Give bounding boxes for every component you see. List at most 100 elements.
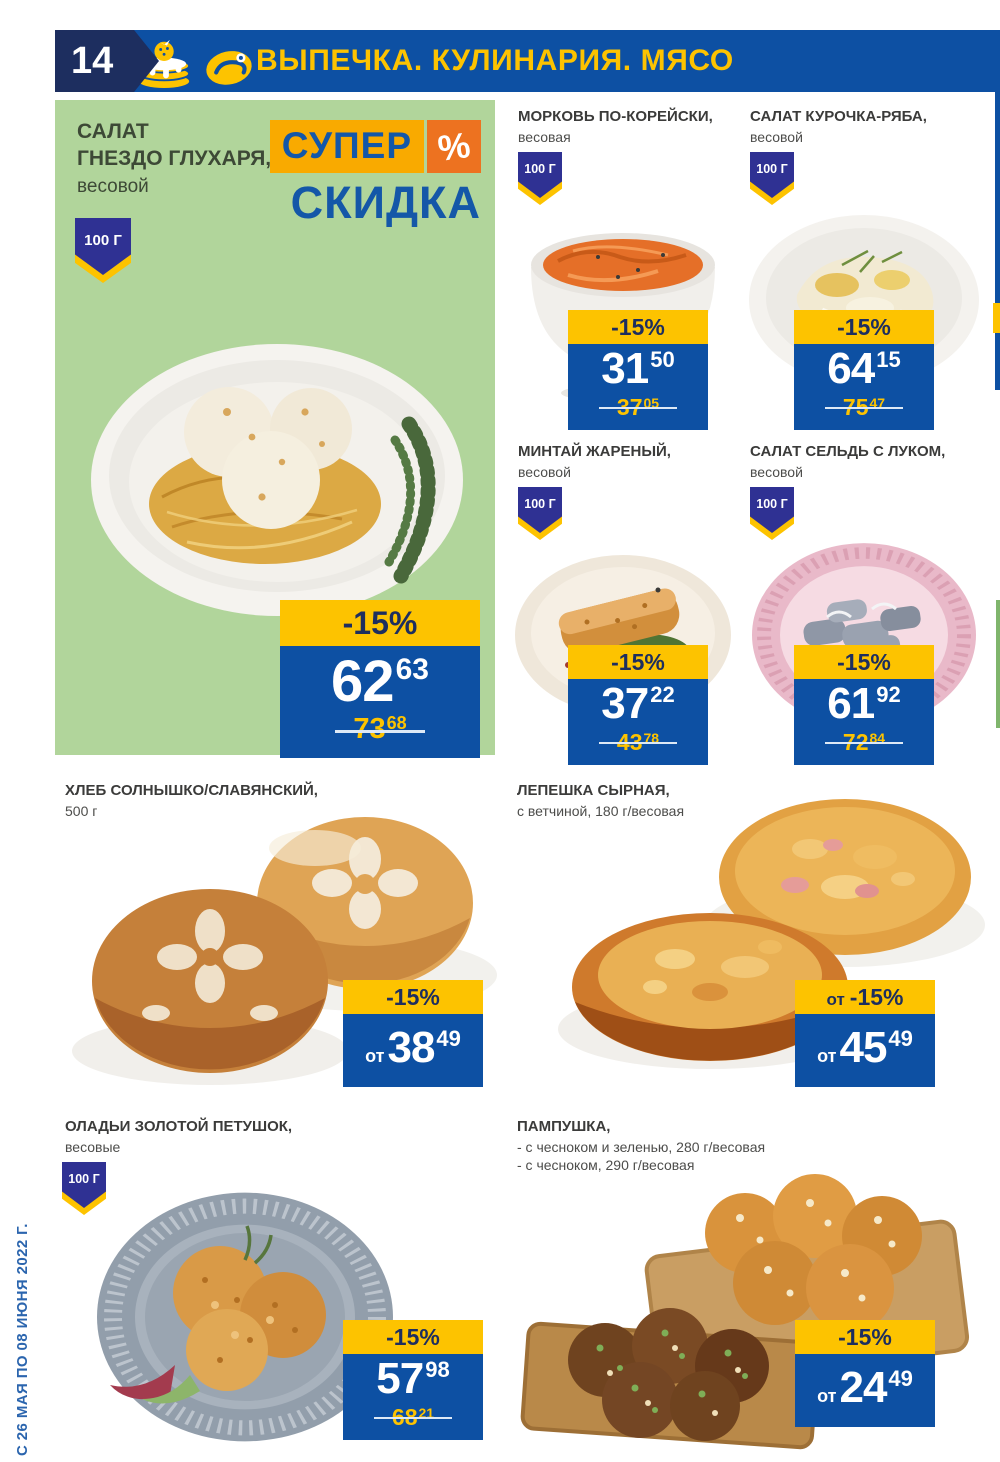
product-subtitle: весовой <box>750 464 803 480</box>
unit-badge: 100 Г <box>750 487 794 540</box>
price-kopecks: 63 <box>395 653 429 686</box>
date-range: С 26 МАЯ ПО 08 ИЮНЯ 2022 Г. <box>14 1223 31 1456</box>
price-rubles: 57 <box>376 1354 424 1403</box>
price-prefix: от <box>817 1046 837 1066</box>
strikethrough-line <box>824 741 904 745</box>
product-photo-cheese-flatbread <box>558 799 985 1069</box>
price-kopecks: 98 <box>425 1357 450 1382</box>
unit-badge: 100 Г <box>518 487 562 540</box>
strikethrough-line <box>824 406 904 410</box>
price-kopecks: 49 <box>436 1026 461 1051</box>
price-block: -15% 6415 7547 <box>794 310 934 430</box>
product-photo-garlic-buns <box>520 1174 970 1450</box>
price-kopecks: 92 <box>876 682 901 707</box>
price-panel: 6263 7368 <box>280 646 480 759</box>
price-current: 6415 <box>794 344 934 393</box>
price-current: от4549 <box>795 1023 935 1072</box>
price-block: -15% от3849 <box>343 980 483 1087</box>
product-card: САЛАТ КУРОЧКА-РЯБА, весовой 100 Г -15% 6… <box>742 100 985 432</box>
price-old: 7284 <box>824 729 904 756</box>
price-kopecks: 50 <box>650 347 675 372</box>
discount-badge: -15% <box>280 600 480 646</box>
discount-value: -15% <box>386 984 440 1010</box>
product-title: МОРКОВЬ ПО-КОРЕЙСКИ, <box>518 108 713 125</box>
unit-badge: 100 Г <box>62 1162 106 1215</box>
product-photo-round-bread <box>72 817 497 1085</box>
price-rubles: 37 <box>601 679 649 728</box>
price-block: -15% 3150 3705 <box>568 310 708 430</box>
price-current: от2449 <box>795 1363 935 1412</box>
price-kopecks: 49 <box>888 1366 913 1391</box>
strikethrough-line <box>598 406 678 410</box>
price-kopecks: 15 <box>876 347 901 372</box>
product-subtitle: 500 г <box>65 803 98 819</box>
unit-badge-label: 100 Г <box>524 497 556 511</box>
meat-icon <box>206 51 252 85</box>
product-title: ОЛАДЬИ ЗОЛОТОЙ ПЕТУШОК, <box>65 1118 293 1135</box>
product-photo-salad-nest <box>91 344 463 616</box>
old-price-kopecks: 68 <box>386 713 407 734</box>
discount-value: -15% <box>342 605 418 641</box>
price-current: 3150 <box>568 344 708 393</box>
discount-value: -15% <box>386 1324 440 1350</box>
price-block: -15% 3722 4378 <box>568 645 708 765</box>
price-block: -15% 5798 6821 <box>343 1320 483 1440</box>
skidka-word: СКИДКА <box>290 177 481 228</box>
product-card: САЛАТ СЕЛЬДЬ С ЛУКОМ, весовой 100 Г -15% <box>742 435 985 767</box>
price-current: 5798 <box>343 1354 483 1403</box>
unit-badge: 100 Г <box>518 152 562 205</box>
product-card: МИНТАЙ ЖАРЕНЫЙ, весовой 100 Г -15% 3722 <box>505 435 742 767</box>
product-title: САЛАТ ГНЕЗДО ГЛУХАРЯ, <box>77 120 272 171</box>
page-number-label: 14 <box>71 39 114 82</box>
product-subtitle: весовой <box>77 176 149 197</box>
price-rubles: 62 <box>331 649 395 714</box>
product-card: ЛЕПЕШКА СЫРНАЯ, с ветчиной, 180 г/весова… <box>505 775 985 1105</box>
price-current: 6263 <box>280 652 480 711</box>
product-subtitle: весовая <box>518 129 571 145</box>
price-rubles: 45 <box>839 1023 887 1072</box>
discount-value: -15% <box>838 1324 892 1350</box>
price-rubles: 31 <box>601 344 649 393</box>
product-title: ПАМПУШКА, <box>517 1118 611 1135</box>
header-bar: ВЫПЕЧКА. КУЛИНАРИЯ. МЯСО <box>78 30 1000 92</box>
unit-badge-label: 100 Г <box>68 1172 100 1186</box>
price-current: от3849 <box>343 1023 483 1072</box>
page-number: 14 <box>55 30 159 92</box>
discount-value: -15% <box>611 649 665 675</box>
price-current: 3722 <box>568 679 708 728</box>
discount-value: -15% <box>611 314 665 340</box>
product-subtitle: весовой <box>518 464 571 480</box>
super-word: СУПЕР <box>269 120 424 173</box>
product-card: ПАМПУШКА, - с чесноком и зеленью, 280 г/… <box>505 1110 985 1462</box>
price-old: 3705 <box>598 394 678 421</box>
price-block: -15% от2449 <box>795 1320 935 1427</box>
adjacent-page-bleed-blue <box>995 92 1000 390</box>
product-title: ЛЕПЕШКА СЫРНАЯ, <box>517 782 670 799</box>
price-rubles: 38 <box>387 1023 435 1072</box>
price-prefix: от <box>817 1386 837 1406</box>
price-old: 4378 <box>598 729 678 756</box>
discount-value: -15% <box>849 984 904 1010</box>
price-block: от -15% от4549 <box>795 980 935 1087</box>
product-photo-fritters <box>97 1192 393 1442</box>
unit-badge-label: 100 Г <box>84 232 122 249</box>
section-title: ВЫПЕЧКА. КУЛИНАРИЯ. МЯСО <box>256 44 734 77</box>
product-card: МОРКОВЬ ПО-КОРЕЙСКИ, весовая 100 Г -15% … <box>505 100 742 432</box>
price-kopecks: 22 <box>650 682 675 707</box>
hero-product-card: САЛАТ ГНЕЗДО ГЛУХАРЯ, весовой 100 Г СУПЕ… <box>55 100 495 759</box>
product-title: ХЛЕБ СОЛНЫШКО/СЛАВЯНСКИЙ, <box>65 782 318 799</box>
price-prefix: от <box>365 1046 385 1066</box>
old-price-rubles: 73 <box>353 713 386 746</box>
price-old: 6821 <box>373 1404 453 1431</box>
strikethrough-line <box>335 730 425 734</box>
product-subtitle: весовые <box>65 1139 121 1155</box>
product-card: ОЛАДЬИ ЗОЛОТОЙ ПЕТУШОК, весовые 100 Г <box>55 1110 505 1462</box>
discount-value: -15% <box>837 314 891 340</box>
price-rubles: 61 <box>827 679 875 728</box>
price-rubles: 24 <box>839 1363 887 1412</box>
product-title: МИНТАЙ ЖАРЕНЫЙ, <box>518 443 671 460</box>
price-rubles: 64 <box>827 344 875 393</box>
unit-badge-label: 100 Г <box>524 162 556 176</box>
price-current: 6192 <box>794 679 934 728</box>
